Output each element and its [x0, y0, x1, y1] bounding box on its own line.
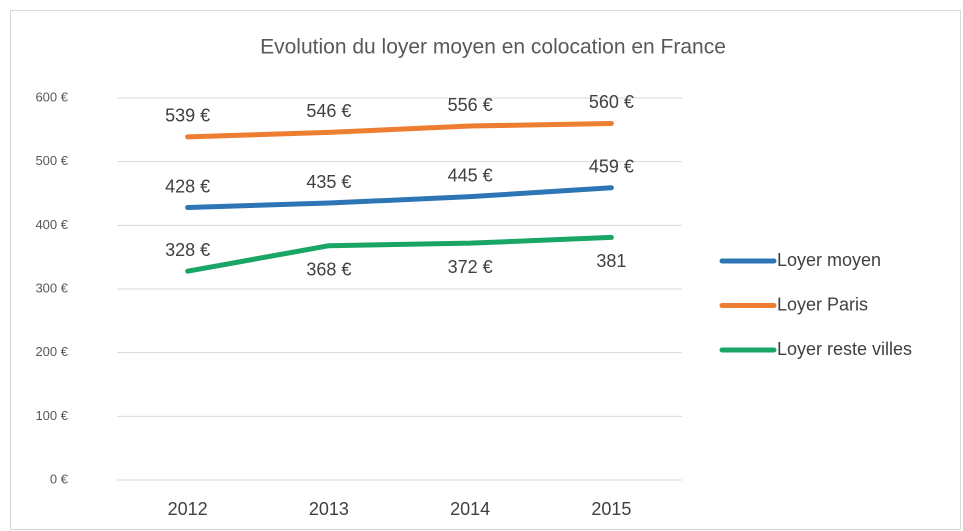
data-label: 435 €: [306, 172, 351, 192]
data-label: 546 €: [306, 101, 351, 121]
data-label: 560 €: [589, 92, 634, 112]
series-line: [185, 234, 614, 274]
legend-label: Loyer moyen: [777, 250, 881, 270]
data-label: 368 €: [306, 259, 351, 279]
data-label: 428 €: [165, 176, 210, 196]
data-label: 381: [596, 251, 626, 271]
x-tick-label: 2013: [309, 499, 349, 519]
y-tick-label: 300 €: [35, 280, 68, 295]
y-tick-label: 400 €: [35, 217, 68, 232]
x-tick-label: 2014: [450, 499, 490, 519]
chart-title: Evolution du loyer moyen en colocation e…: [260, 36, 726, 59]
data-label: 372 €: [448, 257, 493, 277]
series-line: [185, 185, 614, 211]
series-line: [185, 120, 614, 140]
data-label: 459 €: [589, 157, 634, 177]
y-tick-label: 500 €: [35, 153, 68, 168]
data-label: 328 €: [165, 240, 210, 260]
legend-label: Loyer reste villes: [777, 339, 912, 359]
data-label: 539 €: [165, 106, 210, 126]
x-tick-label: 2015: [591, 499, 631, 519]
legend-label: Loyer Paris: [777, 294, 868, 314]
y-tick-label: 0 €: [50, 471, 69, 486]
x-tick-label: 2012: [168, 499, 208, 519]
y-tick-label: 100 €: [35, 408, 68, 423]
y-tick-label: 600 €: [35, 89, 68, 104]
data-label: 445 €: [448, 165, 493, 185]
data-label: 556 €: [448, 95, 493, 115]
chart-border: [10, 10, 961, 530]
y-tick-label: 200 €: [35, 344, 68, 359]
